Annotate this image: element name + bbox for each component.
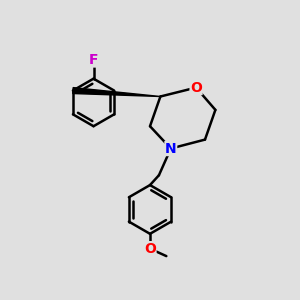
Text: N: N — [165, 142, 177, 155]
Polygon shape — [73, 88, 160, 97]
Text: F: F — [89, 53, 98, 67]
Text: O: O — [144, 242, 156, 256]
Text: O: O — [190, 81, 202, 94]
